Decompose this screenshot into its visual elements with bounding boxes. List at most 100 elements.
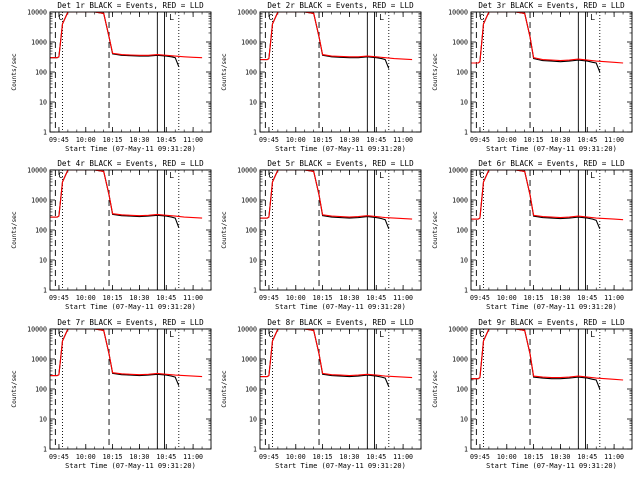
y-tick-label: 1000 [31, 197, 47, 205]
x-axis-label: Start Time (07-May-11 09:31:20) [275, 145, 406, 153]
x-tick-label: 10:15 [524, 136, 544, 144]
plot-frame [259, 328, 422, 450]
x-tick-label: 11:00 [393, 294, 413, 302]
series-line-lld [471, 170, 624, 221]
marker-glyph: C [58, 171, 63, 180]
y-tick-label: 100 [456, 386, 468, 394]
series-line-lld [260, 329, 413, 379]
plot-frame [470, 328, 633, 450]
x-tick-label: 10:15 [524, 453, 544, 461]
series-line-events [260, 329, 390, 387]
y-tick-label: 100 [245, 386, 257, 394]
x-tick-label: 11:00 [183, 294, 203, 302]
x-tick-label: 10:30 [130, 294, 150, 302]
x-tick-label: 11:00 [393, 136, 413, 144]
panel-title: Det 4r BLACK = Events, RED = LLD [57, 159, 204, 168]
x-tick-label: 09:45 [49, 136, 69, 144]
y-tick-label: 1 [253, 287, 257, 295]
series-line-lld [471, 329, 624, 381]
x-tick-label: 10:30 [130, 453, 150, 461]
x-tick-label: 09:45 [470, 453, 490, 461]
y-tick-label: 100 [456, 227, 468, 235]
y-axis-label: Counts/sec [11, 211, 18, 249]
y-tick-label: 10000 [237, 9, 257, 17]
x-axis-label: Start Time (07-May-11 09:31:20) [486, 303, 617, 311]
series-group [260, 329, 413, 387]
y-tick-label: 1000 [31, 39, 47, 47]
y-tick-label: 1 [464, 446, 468, 454]
series-line-lld [260, 170, 413, 220]
chart-panel-7: Det 7r BLACK = Events, RED = LLD Counts/s… [11, 318, 212, 470]
y-tick-label: 100 [35, 227, 47, 235]
x-tick-label: 10:15 [524, 294, 544, 302]
x-tick-label: 10:00 [76, 294, 96, 302]
y-tick-label: 1000 [452, 197, 468, 205]
marker-glyph: L [379, 13, 384, 22]
y-tick-label: 1 [43, 129, 47, 137]
y-tick-label: 100 [35, 69, 47, 77]
y-tick-label: 1 [464, 129, 468, 137]
series-line-events [471, 170, 601, 230]
panel-title: Det 1r BLACK = Events, RED = LLD [57, 1, 204, 10]
y-tick-label: 10 [249, 257, 257, 265]
plot-frame [259, 169, 422, 291]
y-tick-label: 100 [35, 386, 47, 394]
panel-title: Det 3r BLACK = Events, RED = LLD [478, 1, 625, 10]
series-group [50, 329, 203, 386]
chart-panel-4: Det 4r BLACK = Events, RED = LLD Counts/s… [11, 159, 212, 311]
y-axis-label: Counts/sec [432, 211, 439, 249]
series-group [471, 12, 624, 73]
x-tick-label: 10:30 [340, 294, 360, 302]
series-group [260, 170, 413, 230]
marker-glyph: L [379, 330, 384, 339]
chart-panel-1: Det 1r BLACK = Events, RED = LLD Counts/s… [11, 1, 212, 153]
y-tick-label: 10000 [448, 9, 468, 17]
marker-glyph: L [590, 330, 595, 339]
marker-glyph: L [169, 330, 174, 339]
x-tick-label: 09:45 [470, 136, 490, 144]
x-tick-label: 11:00 [604, 294, 624, 302]
y-tick-label: 10 [460, 99, 468, 107]
y-tick-label: 1 [43, 287, 47, 295]
x-tick-label: 10:45 [577, 453, 597, 461]
series-line-events [50, 12, 180, 67]
plot-frame [49, 169, 212, 291]
plot-frame [470, 11, 633, 133]
y-tick-label: 10 [249, 416, 257, 424]
panel-title: Det 8r BLACK = Events, RED = LLD [267, 318, 414, 327]
marker-glyph: L [590, 171, 595, 180]
y-tick-label: 10000 [27, 9, 47, 17]
marker-glyph: C [479, 330, 484, 339]
marker-glyph: C [479, 171, 484, 180]
x-tick-label: 10:15 [313, 453, 333, 461]
plot-frame [470, 169, 633, 291]
x-axis-label: Start Time (07-May-11 09:31:20) [65, 303, 196, 311]
y-tick-label: 10000 [27, 167, 47, 175]
x-tick-label: 11:00 [393, 453, 413, 461]
panel-title: Det 9r BLACK = Events, RED = LLD [478, 318, 625, 327]
x-axis-label: Start Time (07-May-11 09:31:20) [65, 462, 196, 470]
x-tick-label: 10:30 [551, 136, 571, 144]
y-tick-label: 10 [39, 257, 47, 265]
marker-glyph: C [479, 13, 484, 22]
y-tick-label: 10000 [448, 326, 468, 334]
panel-title: Det 5r BLACK = Events, RED = LLD [267, 159, 414, 168]
x-tick-label: 10:30 [130, 136, 150, 144]
series-group [471, 329, 624, 390]
series-line-events [260, 12, 390, 69]
series-line-events [50, 170, 180, 228]
y-axis-label: Counts/sec [432, 370, 439, 408]
x-tick-label: 10:00 [497, 453, 517, 461]
y-axis-label: Counts/sec [11, 53, 18, 91]
series-line-events [260, 170, 390, 230]
x-tick-label: 10:45 [366, 294, 386, 302]
x-tick-label: 10:30 [340, 136, 360, 144]
series-line-lld [50, 329, 203, 378]
y-tick-label: 1 [464, 287, 468, 295]
series-line-events [50, 329, 180, 386]
marker-glyph: C [268, 330, 273, 339]
y-axis-label: Counts/sec [221, 53, 228, 91]
panel-title: Det 7r BLACK = Events, RED = LLD [57, 318, 204, 327]
x-tick-label: 09:45 [259, 136, 279, 144]
